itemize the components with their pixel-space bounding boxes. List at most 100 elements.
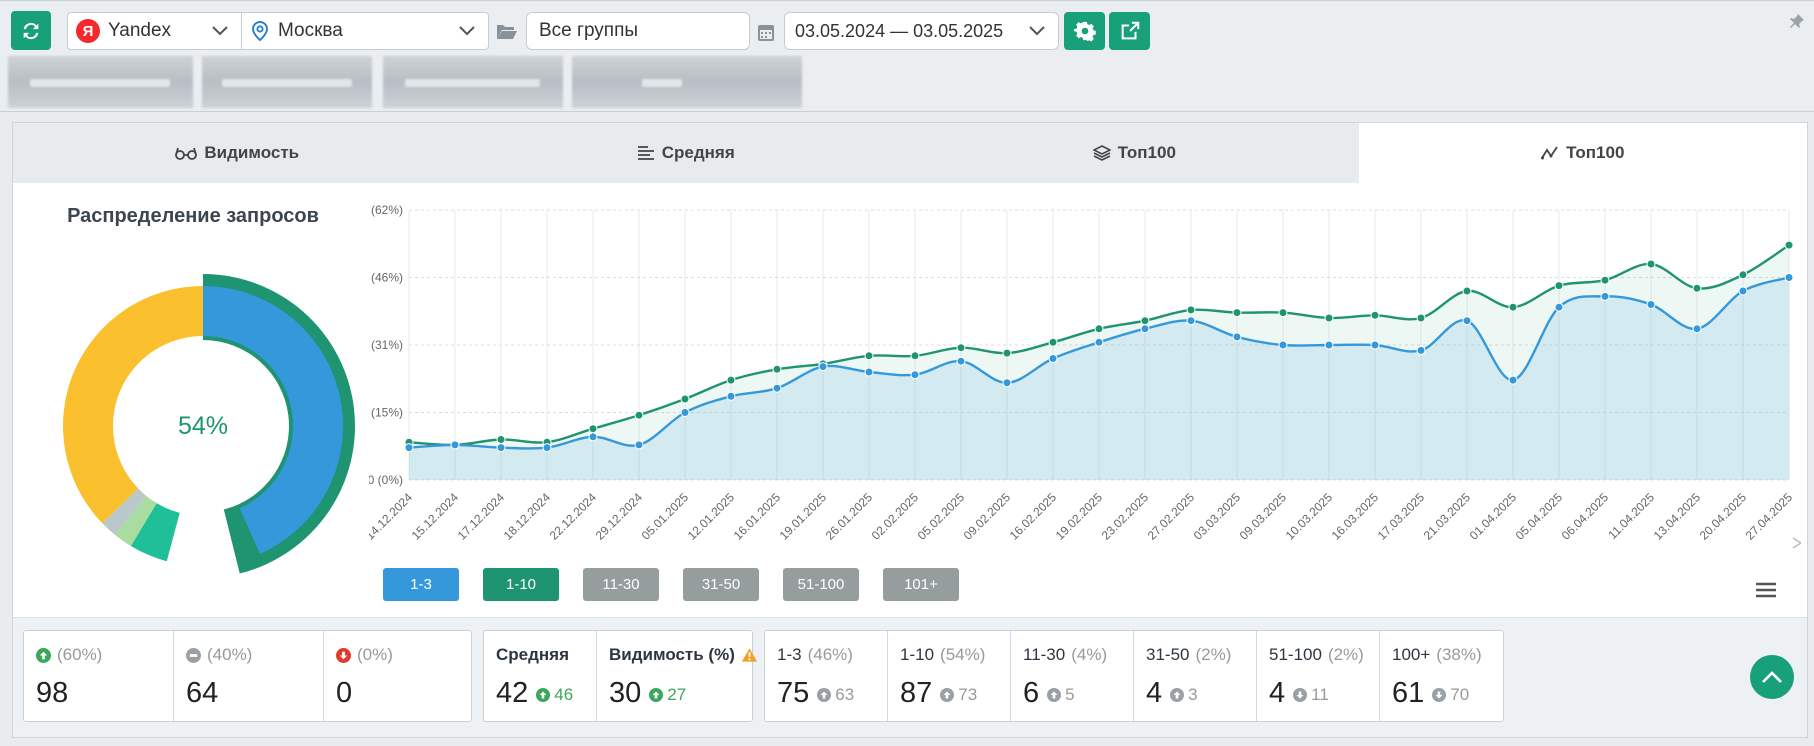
- data-point-1-3[interactable]: [1462, 316, 1472, 326]
- data-point-1-3[interactable]: [1600, 291, 1610, 301]
- data-point-1-3[interactable]: [1232, 332, 1242, 342]
- data-point-1-3[interactable]: [1324, 340, 1334, 350]
- data-point-1-3[interactable]: [1738, 286, 1748, 296]
- tab-top100-chart[interactable]: Топ100: [1358, 123, 1807, 183]
- export-button[interactable]: [1109, 12, 1150, 50]
- data-point-1-3[interactable]: [864, 367, 874, 377]
- scroll-to-top-button[interactable]: [1750, 655, 1794, 699]
- donut-segment-top50[interactable]: [114, 495, 157, 547]
- refresh-button[interactable]: [11, 11, 51, 50]
- data-point-1-10[interactable]: [1738, 270, 1748, 280]
- search-engine-select[interactable]: Я Yandex: [67, 12, 242, 50]
- warning-icon[interactable]: [741, 647, 758, 663]
- bucket-value: 6: [1023, 677, 1040, 709]
- yandex-logo-icon: Я: [76, 19, 100, 43]
- data-point-1-10[interactable]: [1278, 308, 1288, 318]
- data-point-1-10[interactable]: [1002, 348, 1012, 358]
- scroll-right-icon[interactable]: [1792, 537, 1801, 549]
- donut-segment-over100[interactable]: [62, 286, 203, 524]
- data-point-1-10[interactable]: [1324, 313, 1334, 323]
- region-select[interactable]: Москва: [241, 12, 489, 50]
- data-point-1-3[interactable]: [1554, 302, 1564, 312]
- data-point-1-10[interactable]: [1462, 286, 1472, 296]
- arrow-up-circle-icon: [940, 688, 955, 702]
- data-point-1-10[interactable]: [1554, 281, 1564, 291]
- donut-segment-top3[interactable]: [203, 286, 343, 554]
- data-point-1-10[interactable]: [496, 435, 506, 444]
- data-point-1-10[interactable]: [1416, 313, 1426, 323]
- legend-item[interactable]: 1-3: [383, 568, 459, 601]
- data-point-1-3[interactable]: [726, 391, 736, 401]
- data-point-1-3[interactable]: [772, 383, 782, 393]
- data-point-1-3[interactable]: [634, 440, 644, 450]
- data-point-1-3[interactable]: [1140, 324, 1150, 334]
- data-point-1-3[interactable]: [588, 432, 598, 442]
- data-point-1-3[interactable]: [910, 370, 920, 380]
- hamburger-menu-icon[interactable]: [1755, 581, 1777, 599]
- data-point-1-3[interactable]: [1048, 354, 1058, 363]
- bucket-label: 31-50: [1146, 645, 1190, 664]
- arrow-up-circle-icon: [36, 647, 51, 663]
- data-point-1-10[interactable]: [772, 364, 782, 374]
- pin-icon[interactable]: [1789, 13, 1805, 29]
- movement-up-cell: (60%) 98: [24, 631, 174, 721]
- settings-button[interactable]: [1064, 12, 1105, 50]
- data-point-1-10[interactable]: [634, 410, 644, 420]
- tab-average[interactable]: Средняя: [462, 123, 911, 183]
- data-point-1-3[interactable]: [1692, 324, 1702, 334]
- data-point-1-3[interactable]: [1508, 375, 1518, 385]
- data-point-1-10[interactable]: [1370, 310, 1380, 320]
- data-point-1-10[interactable]: [1600, 275, 1610, 285]
- arrow-up-circle-icon: [1047, 688, 1062, 702]
- donut-segment-top100[interactable]: [102, 488, 147, 535]
- data-point-1-10[interactable]: [956, 343, 966, 353]
- data-point-1-3[interactable]: [496, 443, 506, 453]
- distribution-donut: 54%: [62, 274, 356, 574]
- data-point-1-3[interactable]: [1370, 340, 1380, 350]
- data-point-1-10[interactable]: [1048, 337, 1058, 347]
- data-point-1-10[interactable]: [1508, 302, 1518, 312]
- data-point-1-3[interactable]: [1646, 300, 1656, 309]
- date-range-select[interactable]: 03.05.2024 — 03.05.2025: [784, 12, 1059, 50]
- legend-item[interactable]: 101+: [883, 568, 959, 601]
- tab-top100-layers[interactable]: Топ100: [910, 123, 1359, 183]
- data-point-1-3[interactable]: [1186, 316, 1196, 326]
- data-point-1-10[interactable]: [910, 351, 920, 361]
- legend-item[interactable]: 51-100: [783, 568, 859, 601]
- data-point-1-3[interactable]: [680, 408, 690, 417]
- x-tick-label: 05.02.2025: [915, 490, 968, 543]
- data-point-1-10[interactable]: [1140, 316, 1150, 326]
- chevron-down-icon: [459, 26, 475, 36]
- data-point-1-10[interactable]: [1094, 324, 1104, 334]
- tab-visibility[interactable]: Видимость: [13, 123, 462, 183]
- data-point-1-10[interactable]: [1692, 283, 1702, 293]
- data-point-1-3[interactable]: [818, 362, 828, 372]
- x-tick-label: 18.12.2024: [501, 490, 554, 543]
- data-point-1-3[interactable]: [1784, 273, 1794, 282]
- data-point-1-3[interactable]: [1278, 340, 1288, 350]
- donut-segment-top30[interactable]: [130, 503, 180, 562]
- bucket-value: 4: [1146, 677, 1163, 709]
- data-point-1-10[interactable]: [864, 351, 874, 361]
- data-point-1-10[interactable]: [1232, 308, 1242, 318]
- data-point-1-3[interactable]: [542, 443, 552, 453]
- data-point-1-10[interactable]: [680, 394, 690, 404]
- data-point-1-10[interactable]: [1784, 240, 1794, 250]
- legend-item[interactable]: 1-10: [483, 568, 559, 601]
- data-point-1-3[interactable]: [1094, 337, 1104, 347]
- data-point-1-3[interactable]: [956, 356, 966, 366]
- group-select[interactable]: Все группы: [526, 12, 750, 50]
- data-point-1-3[interactable]: [404, 443, 414, 453]
- data-point-1-10[interactable]: [726, 375, 736, 385]
- bucket-label: 1-10: [900, 645, 935, 664]
- data-point-1-10[interactable]: [1646, 259, 1656, 269]
- search-engine-value: Yandex: [108, 20, 172, 41]
- legend-item[interactable]: 11-30: [583, 568, 659, 601]
- legend-item[interactable]: 31-50: [683, 568, 759, 601]
- data-point-1-3[interactable]: [1416, 345, 1426, 355]
- data-point-1-3[interactable]: [450, 440, 460, 450]
- visibility-value: 30: [609, 677, 642, 709]
- data-point-1-10[interactable]: [588, 424, 598, 434]
- data-point-1-3[interactable]: [1002, 378, 1012, 388]
- data-point-1-10[interactable]: [1186, 305, 1196, 315]
